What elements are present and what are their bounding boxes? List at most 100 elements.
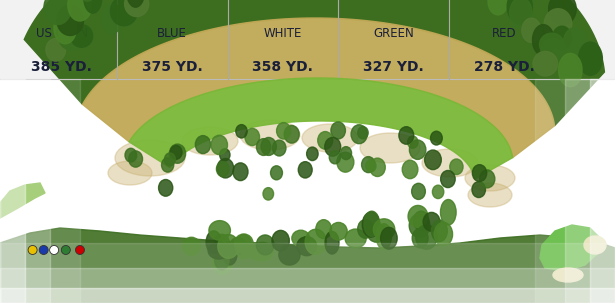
Ellipse shape [409, 214, 430, 237]
Ellipse shape [305, 229, 327, 255]
Ellipse shape [533, 52, 558, 76]
Ellipse shape [214, 234, 229, 251]
Ellipse shape [533, 25, 554, 56]
Ellipse shape [170, 145, 182, 159]
Ellipse shape [558, 53, 582, 87]
Ellipse shape [563, 28, 586, 58]
Ellipse shape [430, 131, 442, 145]
Ellipse shape [411, 183, 426, 199]
Ellipse shape [370, 158, 385, 177]
Ellipse shape [236, 125, 247, 138]
Ellipse shape [256, 235, 274, 255]
Ellipse shape [399, 127, 414, 144]
Text: BLUE: BLUE [157, 27, 187, 40]
Ellipse shape [351, 125, 367, 144]
Polygon shape [0, 288, 615, 303]
Ellipse shape [212, 249, 232, 275]
Ellipse shape [553, 268, 583, 282]
Ellipse shape [376, 224, 391, 249]
Ellipse shape [584, 236, 606, 254]
Ellipse shape [465, 165, 515, 191]
Polygon shape [0, 0, 615, 79]
Ellipse shape [159, 179, 173, 196]
Ellipse shape [111, 0, 137, 26]
Ellipse shape [240, 120, 300, 150]
Polygon shape [0, 268, 615, 303]
Circle shape [50, 245, 58, 255]
Ellipse shape [233, 163, 248, 181]
Ellipse shape [544, 9, 572, 40]
Circle shape [62, 245, 70, 255]
Ellipse shape [318, 132, 333, 149]
Ellipse shape [358, 127, 368, 139]
Ellipse shape [272, 140, 286, 156]
Ellipse shape [129, 151, 143, 167]
Ellipse shape [408, 136, 418, 148]
Ellipse shape [271, 166, 282, 180]
Ellipse shape [245, 128, 260, 145]
Polygon shape [82, 18, 555, 158]
Ellipse shape [125, 0, 149, 17]
Ellipse shape [539, 33, 564, 56]
Ellipse shape [472, 165, 486, 181]
Ellipse shape [408, 205, 428, 228]
Ellipse shape [552, 26, 571, 49]
Ellipse shape [345, 229, 366, 248]
Polygon shape [535, 79, 615, 303]
Ellipse shape [247, 244, 268, 260]
Polygon shape [0, 79, 50, 303]
Ellipse shape [71, 25, 93, 47]
Ellipse shape [236, 235, 252, 259]
Ellipse shape [329, 151, 341, 164]
Ellipse shape [208, 242, 229, 259]
Polygon shape [0, 183, 45, 218]
Ellipse shape [358, 220, 373, 238]
Ellipse shape [292, 230, 310, 246]
Ellipse shape [434, 222, 453, 246]
Ellipse shape [450, 159, 463, 175]
Ellipse shape [402, 160, 418, 179]
Ellipse shape [297, 237, 317, 256]
Ellipse shape [216, 161, 229, 177]
Ellipse shape [211, 135, 228, 155]
Ellipse shape [279, 245, 300, 265]
Polygon shape [0, 79, 80, 303]
Ellipse shape [367, 223, 386, 242]
Polygon shape [540, 225, 600, 271]
Ellipse shape [302, 124, 358, 152]
Ellipse shape [330, 222, 347, 240]
Ellipse shape [341, 147, 352, 160]
Ellipse shape [472, 181, 485, 198]
Ellipse shape [230, 238, 247, 255]
Ellipse shape [215, 251, 229, 270]
Ellipse shape [84, 0, 102, 13]
Ellipse shape [440, 171, 455, 188]
Text: RED: RED [492, 27, 517, 40]
Ellipse shape [77, 0, 98, 1]
Polygon shape [565, 79, 615, 303]
Ellipse shape [234, 234, 253, 253]
Ellipse shape [162, 158, 173, 172]
Ellipse shape [263, 188, 274, 200]
Ellipse shape [277, 123, 290, 139]
Polygon shape [0, 228, 615, 303]
Ellipse shape [169, 144, 186, 163]
Ellipse shape [223, 242, 237, 265]
Text: US OPEN: US OPEN [36, 27, 87, 40]
Ellipse shape [125, 148, 137, 162]
Ellipse shape [510, 0, 532, 28]
Ellipse shape [424, 150, 442, 170]
Text: WHITE: WHITE [264, 27, 302, 40]
Ellipse shape [331, 122, 346, 139]
Text: 278 YD.: 278 YD. [474, 60, 534, 74]
Ellipse shape [196, 135, 210, 154]
Ellipse shape [115, 140, 185, 176]
Ellipse shape [366, 160, 376, 172]
Ellipse shape [412, 228, 428, 248]
Ellipse shape [218, 235, 239, 258]
Ellipse shape [362, 157, 375, 173]
Text: 385 YD.: 385 YD. [31, 60, 92, 74]
Ellipse shape [284, 125, 300, 143]
Text: 375 YD.: 375 YD. [142, 60, 202, 74]
Ellipse shape [182, 237, 200, 256]
